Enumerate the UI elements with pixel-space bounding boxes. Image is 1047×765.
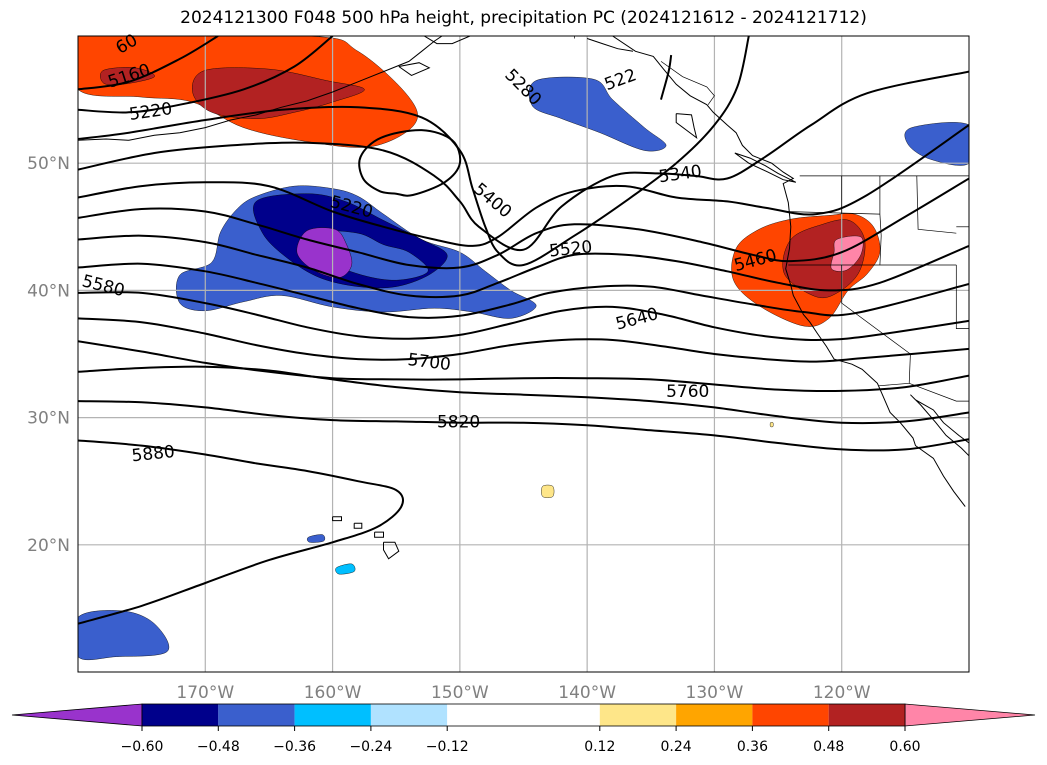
colorbar-segment-8 [828, 704, 905, 726]
colorbar-tick-label-1: −0.48 [197, 739, 240, 755]
contour-label-13: 5760 [666, 382, 709, 402]
border-4 [841, 265, 911, 355]
lat-tick-label-2: 30°N [27, 409, 70, 429]
coastline-7 [353, 522, 363, 529]
precip-region-9 [541, 484, 555, 498]
precip-region-7 [335, 563, 356, 575]
map-background [78, 36, 969, 672]
contour-5880-14 [78, 400, 969, 452]
coastline-11 [586, 38, 634, 52]
colorbar: −0.60 −0.48 −0.36 −0.24 −0.12 0.12 0.24 0.36 0.4… [11, 703, 1036, 755]
lon-tick-label-3: 140°W [558, 683, 616, 703]
colorbar-tick-label-4: −0.12 [426, 739, 469, 755]
border-10 [916, 175, 957, 234]
colorbar-tick-label-6: 0.24 [661, 739, 692, 755]
contour-5760-12 [78, 340, 969, 393]
lon-tick-label-0: 170°W [176, 683, 234, 703]
colorbar-segment-4 [447, 704, 600, 726]
border-8 [955, 265, 969, 329]
contour-label-14: 5820 [437, 412, 480, 432]
contour-5640-10 [78, 291, 969, 342]
contour-5700-11 [78, 317, 969, 363]
colorbar-segment-5 [599, 704, 677, 726]
lon-tick-label-2: 150°W [431, 683, 489, 703]
colorbar-tick-label-9: 0.60 [889, 739, 920, 755]
precip-region-11 [100, 67, 155, 86]
lon-tick-label-4: 130°W [686, 683, 744, 703]
graticule-layer [78, 36, 969, 672]
colorbar-extend-high [904, 703, 1036, 727]
colorbar-tick-label-0: −0.60 [121, 739, 164, 755]
contour-5280-4 [78, 36, 750, 267]
coastline-0 [612, 36, 966, 507]
colorbar-segment-3 [370, 704, 448, 726]
coastline-9 [383, 541, 400, 560]
contour-label-15: 5880 [131, 442, 176, 466]
height-contour-layer [78, 36, 969, 625]
precip-region-8 [307, 534, 326, 543]
border-11 [784, 211, 880, 215]
colorbar-segment-2 [294, 704, 371, 726]
precip-region-4 [528, 76, 667, 152]
contour-label-text: 5880 [131, 442, 176, 466]
coastline-layer [78, 36, 969, 560]
contour-5820-13 [78, 365, 969, 425]
contour-5580-9 [78, 262, 969, 319]
precip-region-5 [904, 122, 969, 166]
contour-5220-3 [660, 54, 673, 100]
contour-5520-8 [78, 234, 969, 298]
coastline-2 [675, 113, 698, 140]
coastline-3 [734, 152, 797, 183]
colorbar-segment-0 [142, 704, 219, 726]
contour-label-text: 5760 [666, 382, 709, 402]
colorbar-frame [141, 703, 906, 727]
colorbar-extend-low [11, 703, 143, 727]
lon-tick-label-5: 120°W [813, 683, 871, 703]
contour-5220-1 [78, 36, 334, 114]
lat-tick-label-1: 40°N [27, 281, 70, 301]
border-9 [660, 61, 715, 105]
colorbar-tick-label-2: −0.36 [273, 739, 316, 755]
contour-label-text: 5820 [437, 412, 480, 432]
lat-tick-label-3: 20°N [27, 536, 70, 556]
coastline-8 [374, 531, 384, 538]
colorbar-segment-6 [676, 704, 753, 726]
border-3 [879, 175, 882, 266]
contour-5220-2 [358, 129, 462, 197]
colorbar-tick-label-5: 0.12 [584, 739, 615, 755]
axis-tick-layer: 170°W 160°W 150°W 140°W 130°W 120°W 50°N 40°N 30… [27, 154, 871, 703]
coastline-10 [423, 36, 471, 45]
colorbar-tick-label-8: 0.48 [813, 739, 844, 755]
contour-label-9: 5520 [548, 237, 593, 261]
border-6 [909, 382, 969, 402]
contour-5880-15 [78, 439, 404, 625]
coastline-4 [78, 36, 443, 141]
colorbar-tick-label-3: −0.24 [349, 739, 392, 755]
contour-label-text: 5520 [548, 237, 593, 261]
contour-5160-0 [78, 36, 219, 91]
coastline-5 [398, 62, 431, 76]
lat-tick-label-0: 50°N [27, 154, 70, 174]
map-title: 2024121300 F048 500 hPa height, precipit… [180, 8, 867, 28]
colorbar-tick-label-7: 0.36 [737, 739, 768, 755]
colorbar-segment-1 [218, 704, 295, 726]
coastline-6 [332, 516, 342, 522]
coastline-1 [910, 394, 969, 457]
contour-5460-7 [78, 177, 969, 270]
colorbar-segment-7 [752, 704, 829, 726]
precip-region-16 [769, 422, 774, 428]
contour-5400-6 [78, 124, 969, 247]
map-frame [77, 35, 970, 673]
lon-tick-label-1: 160°W [304, 683, 362, 703]
